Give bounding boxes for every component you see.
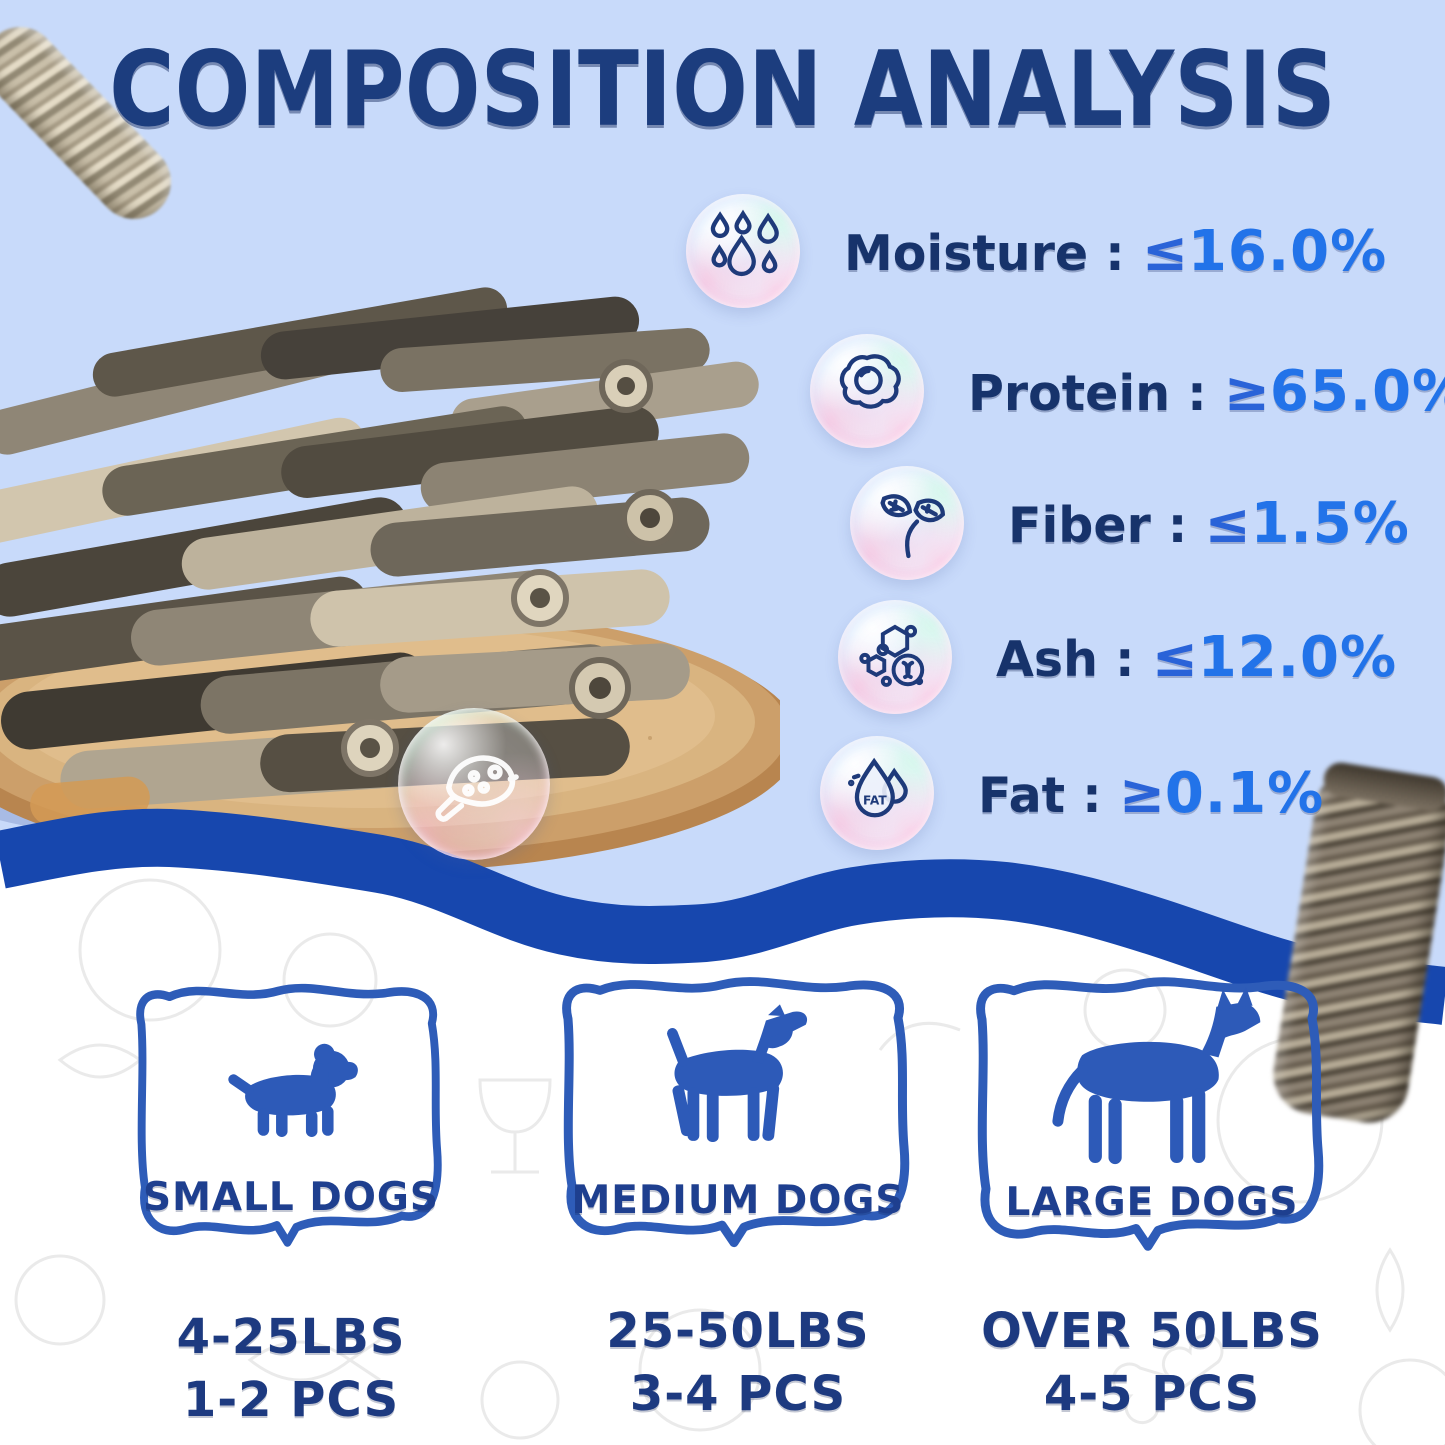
size-card-large-dogs: LARGE DOGS xyxy=(952,965,1352,1277)
card-border xyxy=(136,983,442,1247)
composition-separator: : xyxy=(1088,224,1142,282)
dog-wrap xyxy=(952,987,1352,1185)
composition-row-fiber: Fiber : ≤1.5% xyxy=(850,466,1410,580)
fried-egg-icon xyxy=(839,354,901,409)
composition-label: Protein xyxy=(968,364,1171,422)
card-border xyxy=(562,977,910,1248)
fat-icon-label: FAT xyxy=(863,793,887,807)
large-dog-icon xyxy=(1051,987,1260,1165)
molecule-icon xyxy=(859,624,925,687)
composition-label: Fiber xyxy=(1008,496,1151,554)
composition-value: 12.0% xyxy=(1197,624,1398,690)
size-card-label: LARGE DOGS xyxy=(1005,1180,1299,1225)
composition-text: Moisture : ≤16.0% xyxy=(844,219,1387,284)
size-card-label: SMALL DOGS xyxy=(143,1175,439,1220)
bubble xyxy=(838,600,952,714)
composition-label: Fat xyxy=(978,766,1066,824)
dog-wrap xyxy=(538,999,938,1171)
fish-skin-sticks xyxy=(0,287,759,826)
size-card-medium-dogs: MEDIUM DOGS xyxy=(538,965,938,1273)
composition-row-fat: FAT Fat : ≥0.1% xyxy=(820,736,1324,850)
roll-ends xyxy=(341,359,679,777)
fat-drop-icon: FAT xyxy=(847,757,908,818)
card-border xyxy=(976,977,1324,1251)
size-pieces: 1-2 PCS xyxy=(182,1372,400,1429)
bubble xyxy=(810,334,924,448)
composition-separator: : xyxy=(1170,364,1224,422)
bubble: FAT xyxy=(820,736,934,850)
size-card-small-dogs: SMALL DOGS xyxy=(115,972,467,1272)
size-weight: 25-50LBS xyxy=(606,1303,870,1359)
size-card-details: 25-50LBS 3-4 PCS xyxy=(538,1300,938,1427)
composition-operator: ≤ xyxy=(1141,218,1188,283)
composition-text: Ash : ≤12.0% xyxy=(996,625,1397,690)
size-pieces: 4-5 PCS xyxy=(1043,1366,1261,1423)
composition-value: 65.0% xyxy=(1269,358,1445,424)
composition-text: Protein : ≥65.0% xyxy=(968,359,1445,424)
medium-dog-icon xyxy=(667,1004,808,1142)
size-card-details: OVER 50LBS 4-5 PCS xyxy=(952,1300,1352,1427)
composition-row-protein: Protein : ≥65.0% xyxy=(810,334,1445,448)
size-pieces: 3-4 PCS xyxy=(629,1366,847,1423)
fish-bubble xyxy=(398,708,550,860)
composition-row-ash: Ash : ≤12.0% xyxy=(838,600,1397,714)
composition-separator: : xyxy=(1150,496,1205,554)
composition-label: Moisture xyxy=(844,224,1089,282)
leaves-icon xyxy=(880,494,945,559)
size-weight: OVER 50LBS xyxy=(981,1303,1323,1359)
composition-separator: : xyxy=(1065,766,1119,824)
composition-value: 0.1% xyxy=(1164,760,1325,826)
composition-operator: ≥ xyxy=(1223,358,1270,423)
composition-separator: : xyxy=(1097,630,1152,688)
bubble xyxy=(850,466,964,580)
composition-text: Fiber : ≤1.5% xyxy=(1008,491,1410,556)
composition-text: Fat : ≥0.1% xyxy=(978,761,1324,826)
bubble xyxy=(686,194,800,308)
composition-operator: ≤ xyxy=(1204,490,1251,555)
composition-value: 16.0% xyxy=(1187,218,1388,284)
fish-icon xyxy=(435,755,519,822)
composition-row-moisture: Moisture : ≤16.0% xyxy=(686,194,1387,308)
product-photo xyxy=(0,287,780,872)
composition-operator: ≤ xyxy=(1151,624,1198,689)
composition-label: Ash xyxy=(996,630,1098,688)
dog-wrap xyxy=(115,1030,467,1145)
size-weight: 4-25LBS xyxy=(176,1309,406,1365)
composition-operator: ≥ xyxy=(1118,760,1165,825)
size-card-label: MEDIUM DOGS xyxy=(571,1178,905,1223)
small-dog-icon xyxy=(228,1043,358,1137)
size-card-details: 4-25LBS 1-2 PCS xyxy=(115,1306,467,1433)
composition-value: 1.5% xyxy=(1250,490,1410,556)
page-title: COMPOSITION ANALYSIS xyxy=(109,29,1336,150)
water-drops-icon xyxy=(710,209,779,277)
